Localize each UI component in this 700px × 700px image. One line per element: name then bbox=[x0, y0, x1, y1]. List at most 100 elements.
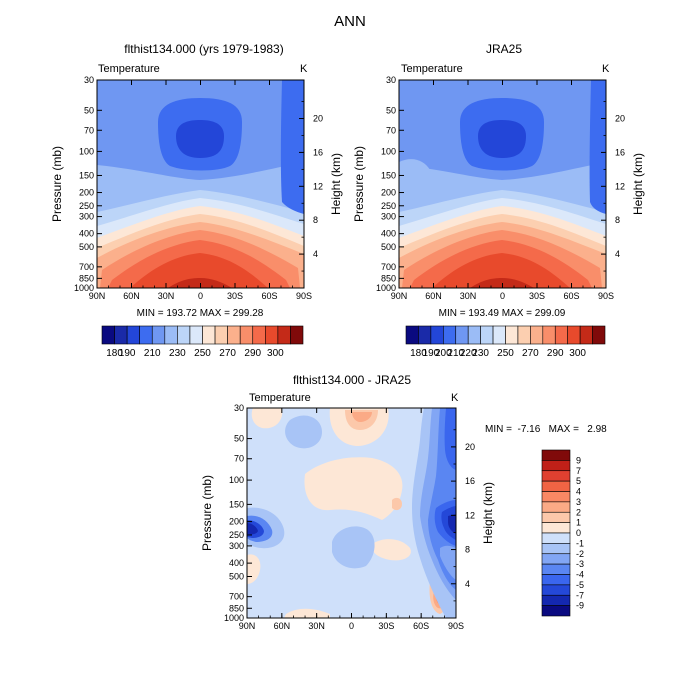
colorbar-swatch bbox=[227, 325, 241, 345]
colorbar-label: 200 bbox=[435, 348, 452, 359]
colorbar-swatch bbox=[480, 325, 494, 345]
y-right-tick-label: 16 bbox=[465, 476, 475, 486]
y-right-tick-label: 4 bbox=[615, 249, 620, 259]
colorbar-swatch bbox=[151, 325, 166, 345]
x-tick-label: 0 bbox=[500, 291, 505, 301]
colorbar-label: 300 bbox=[569, 348, 586, 359]
colorbar-swatch bbox=[541, 480, 571, 492]
colorbar-swatch bbox=[541, 460, 571, 472]
variable-label: Temperature bbox=[98, 63, 160, 75]
units-label: K bbox=[300, 63, 308, 75]
colorbar-label: -1 bbox=[576, 538, 584, 548]
y-tick-label: 200 bbox=[79, 188, 94, 198]
colorbar-swatch bbox=[541, 522, 571, 534]
y-right-tick-label: 12 bbox=[465, 510, 475, 520]
colorbar-label: 230 bbox=[169, 348, 186, 359]
y-tick-label: 850 bbox=[79, 273, 94, 283]
colorbar-label: 250 bbox=[194, 348, 211, 359]
x-tick-label: 60S bbox=[261, 291, 277, 301]
colorbar-swatch bbox=[252, 325, 266, 345]
y-tick-label: 400 bbox=[79, 229, 94, 239]
colorbar-swatch bbox=[541, 511, 571, 523]
x-tick-label: 30S bbox=[529, 291, 545, 301]
x-tick-label: 90S bbox=[598, 291, 614, 301]
x-tick-label: 30N bbox=[158, 291, 175, 301]
colorbar-label: 300 bbox=[267, 348, 284, 359]
y-axis-label: Pressure (mb) bbox=[352, 146, 366, 222]
y-axis-label: Pressure (mb) bbox=[50, 146, 64, 222]
colorbar-swatch bbox=[214, 325, 228, 345]
y-tick-label: 700 bbox=[79, 262, 94, 272]
y-right-tick-label: 4 bbox=[313, 249, 318, 259]
y-right-tick-label: 20 bbox=[313, 114, 323, 124]
colorbar-swatch bbox=[517, 325, 531, 345]
panel-title: flthist134.000 (yrs 1979-1983) bbox=[124, 42, 283, 56]
y-tick-label: 400 bbox=[229, 558, 244, 568]
colorbar-label: -5 bbox=[576, 580, 584, 590]
y-tick-label: 250 bbox=[79, 201, 94, 211]
colorbar-swatch bbox=[554, 325, 568, 345]
colorbar-swatch bbox=[541, 501, 571, 513]
panel-reanalysis: JRA25 Temperature K 90N 60N 30N 0 30S 60S 90S 3… bbox=[352, 42, 645, 359]
colorbar-swatch bbox=[164, 325, 178, 345]
colorbar-label: 270 bbox=[522, 348, 539, 359]
y-right-tick-label: 8 bbox=[313, 215, 318, 225]
y-right-tick-label: 16 bbox=[615, 147, 625, 157]
colorbar-swatch bbox=[430, 325, 444, 345]
colorbar-swatch bbox=[114, 325, 128, 345]
y-tick-label: 100 bbox=[381, 146, 396, 156]
y-tick-label: 1000 bbox=[74, 283, 94, 293]
colorbar-label: 210 bbox=[447, 348, 464, 359]
y-tick-label: 300 bbox=[79, 212, 94, 222]
colorbar-swatch bbox=[418, 325, 432, 345]
variable-label: Temperature bbox=[401, 63, 463, 75]
y-tick-label: 30 bbox=[84, 75, 94, 85]
colorbar-swatch bbox=[541, 594, 571, 606]
x-tick-label: 90S bbox=[448, 621, 464, 631]
units-label: K bbox=[451, 392, 459, 404]
x-tick-label: 0 bbox=[349, 621, 354, 631]
y-tick-label: 1000 bbox=[376, 283, 396, 293]
panel-model: flthist134.000 (yrs 1979-1983) Temperatu… bbox=[50, 42, 343, 359]
temperature-field bbox=[97, 80, 304, 288]
colorbar-swatch bbox=[541, 532, 571, 544]
x-tick-label: 60N bbox=[274, 621, 291, 631]
x-tick-label: 60S bbox=[413, 621, 429, 631]
colorbar-swatch bbox=[541, 574, 571, 586]
colorbar-swatch bbox=[542, 325, 556, 345]
colorbar-swatch bbox=[541, 553, 571, 565]
y-right-tick-label: 8 bbox=[465, 545, 470, 555]
colorbar-label: -9 bbox=[576, 601, 584, 611]
y-tick-label: 300 bbox=[229, 541, 244, 551]
colorbar-swatch bbox=[277, 325, 291, 345]
colorbar-label: 290 bbox=[244, 348, 261, 359]
colorbar-swatch bbox=[139, 325, 153, 345]
colorbar-label: 230 bbox=[472, 348, 489, 359]
y-tick-label: 50 bbox=[234, 434, 244, 444]
colorbar-label: 270 bbox=[219, 348, 236, 359]
x-tick-label: 60S bbox=[563, 291, 579, 301]
colorbar-swatch bbox=[290, 325, 304, 345]
colorbar-swatch bbox=[592, 325, 606, 345]
x-tick-label: 30S bbox=[378, 621, 394, 631]
y-tick-label: 250 bbox=[381, 201, 396, 211]
colorbar-label: 4 bbox=[576, 487, 581, 497]
colorbar-label: 5 bbox=[576, 476, 581, 486]
y-tick-label: 70 bbox=[84, 125, 94, 135]
y-tick-label: 100 bbox=[229, 475, 244, 485]
x-tick-label: 90N bbox=[239, 621, 256, 631]
y-tick-label: 70 bbox=[386, 125, 396, 135]
y-tick-label: 300 bbox=[381, 212, 396, 222]
y-tick-label: 850 bbox=[229, 603, 244, 613]
y-tick-label: 50 bbox=[84, 105, 94, 115]
colorbar-swatch bbox=[505, 325, 519, 345]
y-tick-label: 700 bbox=[229, 592, 244, 602]
x-tick-label: 60N bbox=[123, 291, 140, 301]
y-right-tick-label: 20 bbox=[615, 114, 625, 124]
colorbar-label: 290 bbox=[547, 348, 564, 359]
x-tick-label: 90N bbox=[89, 291, 106, 301]
y-tick-label: 30 bbox=[386, 75, 396, 85]
colorbar-label: 210 bbox=[144, 348, 161, 359]
colorbar-label: 3 bbox=[576, 497, 581, 507]
